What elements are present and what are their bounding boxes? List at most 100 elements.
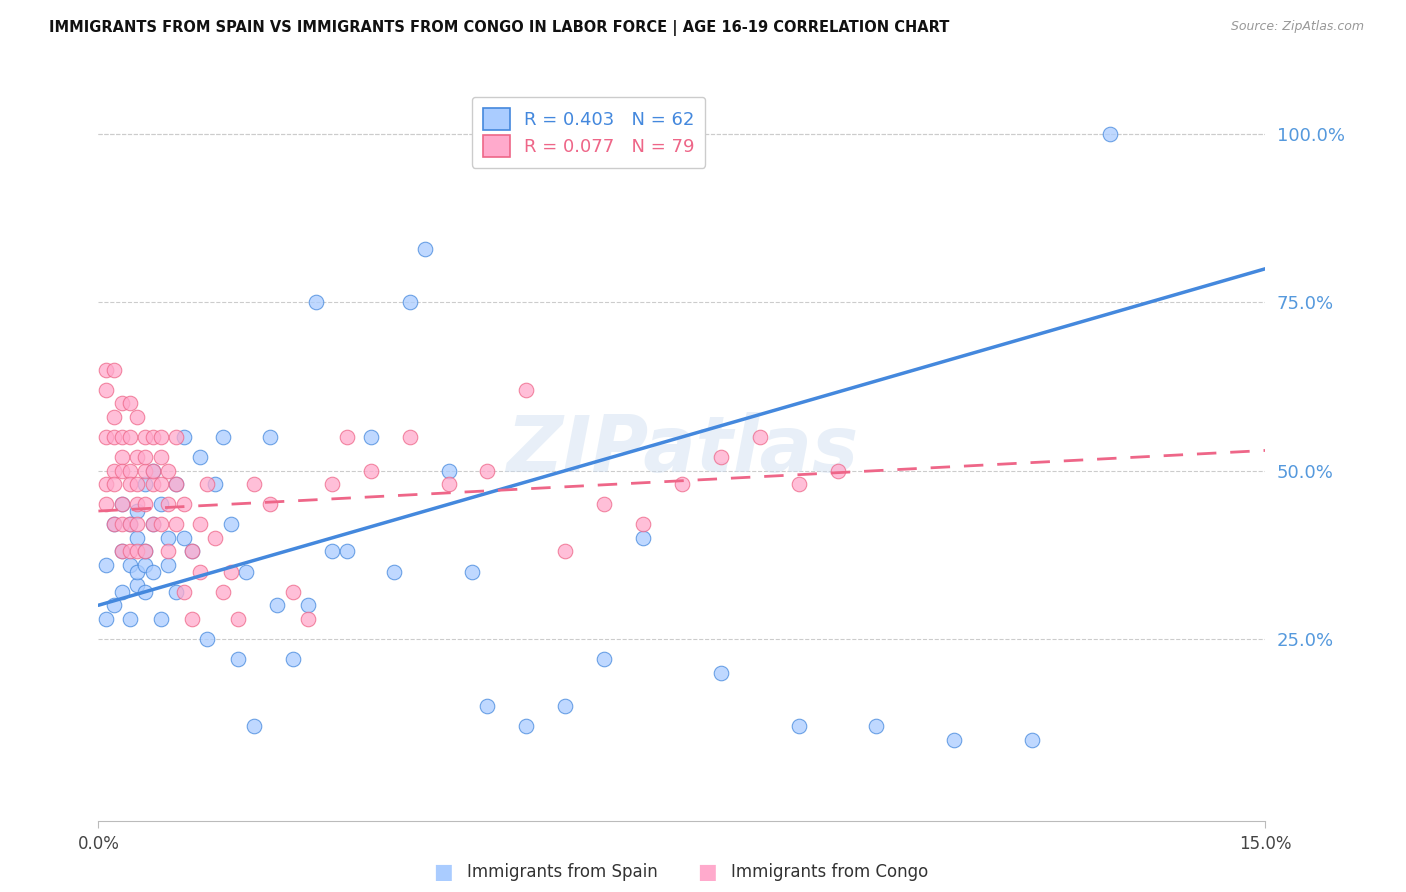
Text: Immigrants from Spain: Immigrants from Spain: [467, 863, 658, 881]
Point: [212, 430, 235, 444]
Point: [96, 430, 118, 444]
Point: [437, 477, 460, 491]
Point: [382, 565, 405, 579]
Point: [111, 544, 134, 558]
Text: ■: ■: [433, 863, 453, 882]
Point: [188, 450, 211, 465]
Point: [165, 584, 187, 599]
Point: [321, 544, 343, 558]
Point: [157, 531, 180, 545]
Point: [127, 497, 149, 511]
Point: [943, 732, 966, 747]
Point: [1021, 732, 1043, 747]
Point: [118, 396, 141, 410]
Point: [96, 383, 118, 397]
Point: [165, 430, 187, 444]
Point: [710, 665, 733, 680]
Point: [127, 531, 149, 545]
Point: [111, 497, 134, 511]
Point: [477, 464, 499, 478]
Text: ZIPatlas: ZIPatlas: [506, 412, 858, 489]
Point: [180, 544, 202, 558]
Point: [219, 517, 242, 532]
Point: [118, 464, 141, 478]
Point: [243, 477, 266, 491]
Point: [96, 362, 118, 376]
Text: IMMIGRANTS FROM SPAIN VS IMMIGRANTS FROM CONGO IN LABOR FORCE | AGE 16-19 CORREL: IMMIGRANTS FROM SPAIN VS IMMIGRANTS FROM…: [49, 20, 949, 36]
Point: [235, 565, 257, 579]
Point: [297, 612, 319, 626]
Point: [188, 565, 211, 579]
Point: [398, 430, 420, 444]
Point: [748, 430, 770, 444]
Point: [1098, 127, 1121, 141]
Point: [127, 477, 149, 491]
Point: [360, 464, 382, 478]
Point: [865, 719, 887, 733]
Point: [204, 531, 226, 545]
Point: [118, 477, 141, 491]
Point: [461, 565, 484, 579]
Point: [554, 544, 576, 558]
Point: [142, 517, 165, 532]
Point: [515, 383, 537, 397]
Text: Source: ZipAtlas.com: Source: ZipAtlas.com: [1230, 20, 1364, 33]
Point: [228, 612, 250, 626]
Point: [127, 578, 149, 592]
Point: [103, 464, 125, 478]
Text: Immigrants from Congo: Immigrants from Congo: [731, 863, 928, 881]
Point: [127, 450, 149, 465]
Point: [142, 464, 165, 478]
Point: [118, 517, 141, 532]
Point: [671, 477, 693, 491]
Point: [259, 497, 281, 511]
Point: [157, 558, 180, 572]
Point: [134, 558, 156, 572]
Point: [149, 477, 172, 491]
Point: [398, 295, 420, 310]
Point: [103, 430, 125, 444]
Point: [173, 430, 195, 444]
Point: [266, 599, 288, 613]
Point: [134, 544, 156, 558]
Point: [103, 477, 125, 491]
Point: [515, 719, 537, 733]
Point: [103, 517, 125, 532]
Point: [157, 497, 180, 511]
Point: [787, 719, 810, 733]
Point: [149, 450, 172, 465]
Point: [142, 464, 165, 478]
Point: [336, 430, 359, 444]
Point: [336, 544, 359, 558]
Point: [134, 430, 156, 444]
Point: [413, 242, 436, 256]
Point: [165, 477, 187, 491]
Point: [631, 531, 654, 545]
Point: [111, 497, 134, 511]
Point: [259, 430, 281, 444]
Point: [195, 632, 218, 646]
Point: [96, 497, 118, 511]
Point: [118, 558, 141, 572]
Point: [127, 565, 149, 579]
Point: [103, 599, 125, 613]
Point: [127, 504, 149, 518]
Point: [173, 497, 195, 511]
Point: [593, 497, 616, 511]
Point: [710, 450, 733, 465]
Point: [149, 430, 172, 444]
Point: [134, 497, 156, 511]
Point: [111, 517, 134, 532]
Point: [631, 517, 654, 532]
Point: [118, 430, 141, 444]
Point: [111, 584, 134, 599]
Point: [127, 517, 149, 532]
Point: [103, 517, 125, 532]
Point: [118, 517, 141, 532]
Point: [204, 477, 226, 491]
Point: [787, 477, 810, 491]
Point: [157, 544, 180, 558]
Point: [111, 396, 134, 410]
Point: [554, 699, 576, 714]
Point: [321, 477, 343, 491]
